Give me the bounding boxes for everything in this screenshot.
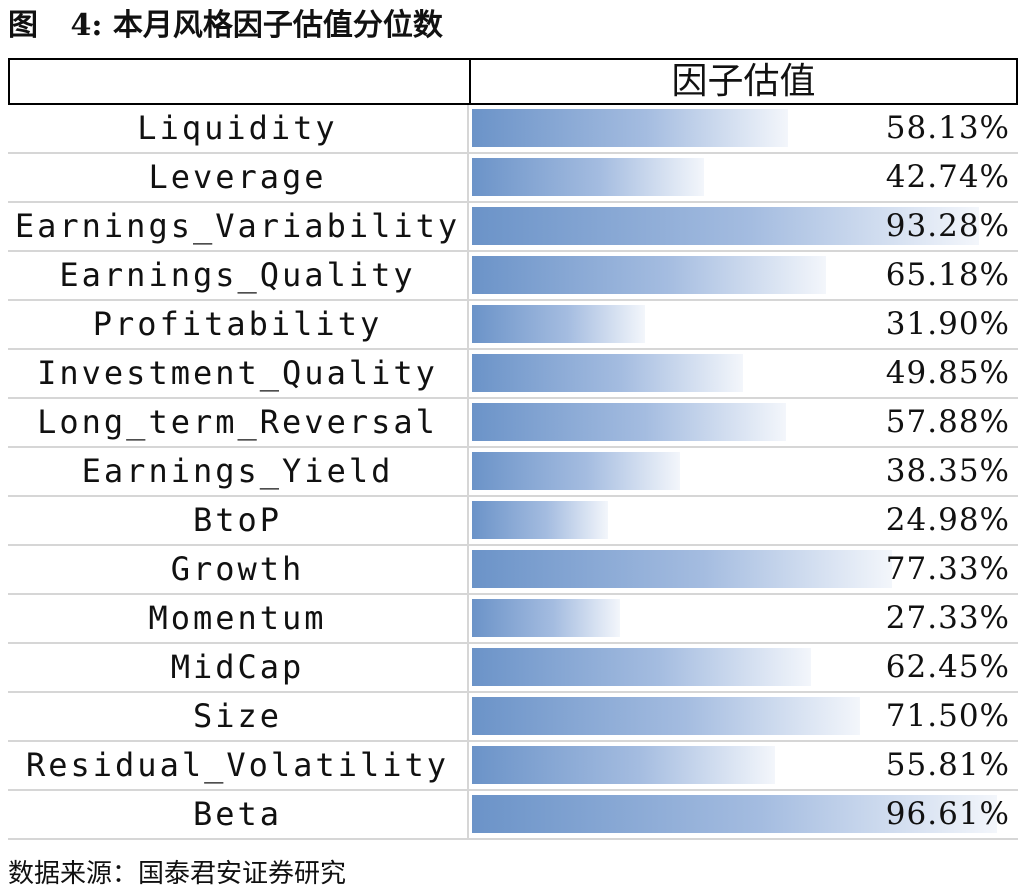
source-note: 数据来源：国泰君安证券研究 [8, 859, 347, 889]
factor-label: Leverage [8, 154, 469, 201]
value-label: 27.33% [885, 600, 1010, 636]
value-label: 93.28% [885, 208, 1010, 244]
table-row: Earnings_Yield 38.35% [8, 448, 1018, 497]
figure-label: 图 [8, 8, 38, 43]
table-row: Growth 77.33% [8, 546, 1018, 595]
data-bar [472, 109, 788, 147]
data-bar [472, 550, 892, 588]
bar-cell: 42.74% [469, 154, 1018, 201]
bar-cell: 27.33% [469, 595, 1018, 642]
figure-title: 图 4: 本月风格因子估值分位数 [8, 4, 443, 48]
factor-label: Beta [8, 791, 469, 838]
factor-label: Earnings_Quality [8, 252, 469, 299]
value-label: 55.81% [885, 747, 1010, 783]
figure-title-text: 本月风格因子估值分位数 [112, 8, 443, 43]
data-bar [472, 305, 645, 343]
table-body: Liquidity 58.13% Leverage 42.74% Earnings_Va… [8, 105, 1018, 840]
bar-cell: 93.28% [469, 203, 1018, 250]
data-bar [472, 648, 811, 686]
factor-label: Earnings_Variability [8, 203, 469, 250]
value-label: 38.35% [885, 453, 1010, 489]
bar-cell: 65.18% [469, 252, 1018, 299]
bar-cell: 57.88% [469, 399, 1018, 446]
value-label: 24.98% [885, 502, 1010, 538]
data-bar [472, 354, 743, 392]
table-row: Momentum 27.33% [8, 595, 1018, 644]
value-label: 31.90% [885, 306, 1010, 342]
data-bar [472, 697, 860, 735]
table-row: Profitability 31.90% [8, 301, 1018, 350]
bar-cell: 24.98% [469, 497, 1018, 544]
table-row: Earnings_Variability 93.28% [8, 203, 1018, 252]
factor-label: Residual_Volatility [8, 742, 469, 789]
bar-cell: 71.50% [469, 693, 1018, 740]
data-bar [472, 746, 775, 784]
header-empty-cell [10, 60, 471, 103]
table-row: MidCap 62.45% [8, 644, 1018, 693]
value-label: 49.85% [885, 355, 1010, 391]
bar-cell: 55.81% [469, 742, 1018, 789]
factor-label: Earnings_Yield [8, 448, 469, 495]
value-label: 65.18% [885, 257, 1010, 293]
value-label: 62.45% [885, 649, 1010, 685]
data-bar [472, 403, 786, 441]
value-label: 71.50% [885, 698, 1010, 734]
table-row: Liquidity 58.13% [8, 105, 1018, 154]
bar-cell: 58.13% [469, 105, 1018, 152]
factor-label: BtoP [8, 497, 469, 544]
factor-table: 因子估值 Liquidity 58.13% Leverage 42.74% Earnin… [8, 58, 1018, 840]
column-header: 因子估值 [671, 61, 816, 102]
table-row: Investment_Quality 49.85% [8, 350, 1018, 399]
factor-label: Long_term_Reversal [8, 399, 469, 446]
figure-number: 4: [70, 8, 103, 43]
table-row: Beta 96.61% [8, 791, 1018, 840]
table-row: Long_term_Reversal 57.88% [8, 399, 1018, 448]
value-label: 77.33% [885, 551, 1010, 587]
data-bar [472, 207, 979, 245]
factor-label: Investment_Quality [8, 350, 469, 397]
data-bar [472, 256, 826, 294]
factor-label: Momentum [8, 595, 469, 642]
bar-cell: 49.85% [469, 350, 1018, 397]
factor-label: Profitability [8, 301, 469, 348]
bar-cell: 38.35% [469, 448, 1018, 495]
table-row: Residual_Volatility 55.81% [8, 742, 1018, 791]
factor-label: Growth [8, 546, 469, 593]
value-label: 42.74% [885, 159, 1010, 195]
factor-label: MidCap [8, 644, 469, 691]
data-bar [472, 158, 704, 196]
table-row: Size 71.50% [8, 693, 1018, 742]
data-bar [472, 501, 608, 539]
data-bar [472, 452, 680, 490]
value-label: 58.13% [885, 110, 1010, 146]
bar-cell: 96.61% [469, 791, 1018, 838]
data-bar [472, 795, 997, 833]
bar-cell: 31.90% [469, 301, 1018, 348]
bar-cell: 62.45% [469, 644, 1018, 691]
factor-label: Size [8, 693, 469, 740]
table-row: Earnings_Quality 65.18% [8, 252, 1018, 301]
table-row: Leverage 42.74% [8, 154, 1018, 203]
table-row: BtoP 24.98% [8, 497, 1018, 546]
table-header: 因子估值 [8, 58, 1018, 105]
bar-cell: 77.33% [469, 546, 1018, 593]
data-bar [472, 599, 620, 637]
factor-label: Liquidity [8, 105, 469, 152]
value-label: 96.61% [885, 796, 1010, 832]
value-label: 57.88% [885, 404, 1010, 440]
